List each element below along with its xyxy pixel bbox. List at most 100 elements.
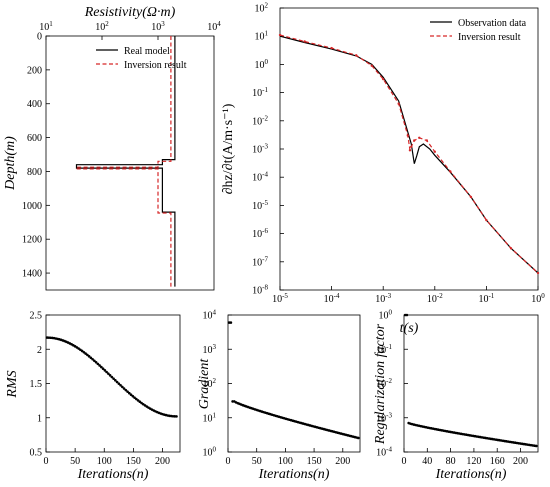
x-tick-label: 10-1 [478,292,494,305]
series-point [382,77,385,81]
series-point [410,145,413,148]
plot-frame [279,7,539,291]
data-point [175,415,178,418]
series-point [397,102,400,106]
y-tick-label: 200 [27,65,42,76]
series-point [418,136,421,139]
y-tick-label: 102 [255,2,269,15]
y-tick-label: 10-1 [376,343,392,356]
data-point [105,370,108,374]
y-tick-label: 2 [37,345,42,356]
y-tick-label: 1 [37,413,42,424]
data-point [84,352,87,355]
x-tick-label: 200 [155,456,170,467]
legend-label-1: Inversion result [124,60,187,71]
x-tick-label: 10-5 [272,292,288,305]
data-point [124,388,128,392]
series-point [469,195,473,199]
x-tick-label: 10-3 [375,292,391,305]
y-tick-label: 104 [203,309,217,322]
legend: Observation data Inversion result [430,18,527,43]
y-tick-label: 10-8 [252,284,268,297]
data-point [229,321,233,324]
series-point [408,149,412,152]
data-point [133,396,136,399]
y-axis-title: ∂hz/∂t(A/m·s⁻¹) [221,103,236,194]
panel-regularization: Iterations(n) Regularization factor 0 40 8… [373,309,539,482]
y-tick-label: 10-1 [252,86,268,99]
x-tick-label: 0 [226,456,231,467]
series-point [355,54,358,57]
series-point [509,247,513,250]
y-tick-label: 10-2 [376,377,392,390]
legend-label-0: Real model [124,46,170,57]
x-tick-label: 102 [95,20,109,33]
x-tick-label: 50 [252,456,262,467]
legend-label-1: Inversion result [458,32,521,43]
series-point [413,139,416,142]
series-point [449,170,452,173]
data-point [86,353,89,357]
panel-gradient: Iterations(n) Gradient 0 50 100 150 200 100 10… [197,309,361,482]
data-point [128,391,131,395]
y-tick-label: 101 [255,30,269,43]
x-tick-label: 150 [126,456,141,467]
y-tick-label: 2.5 [30,311,43,322]
data-point [119,383,122,387]
data-point [115,380,119,384]
series-point [303,40,306,43]
x-tick-label: 0 [44,456,49,467]
y-tick-label: 100 [255,58,269,71]
data-point [135,397,138,401]
x-tick-label: 103 [151,20,165,33]
y-tick-label: 10-3 [376,411,392,424]
series-group [75,36,176,287]
y-tick-label: 0 [37,32,42,43]
series-point [425,139,429,142]
plot-frame [403,314,539,453]
data-point [87,355,91,358]
y-tick-label: 101 [203,411,217,424]
y-tick-label: 400 [27,99,42,110]
series-group [278,33,540,275]
series-group [403,313,538,448]
y-tick-label: 1400 [22,269,42,280]
x-tick-label: 50 [70,456,80,467]
plot-frame [45,314,181,453]
x-tick-label: 100 [531,292,545,305]
x-tick-label: 101 [39,20,53,33]
series-line-1 [75,36,172,287]
y-tick-label: 1000 [22,201,42,212]
data-point [112,377,115,380]
series-line-1 [279,34,539,274]
data-point [129,393,133,397]
data-point [534,444,538,448]
x-tick-label: 150 [307,456,322,467]
y-tick-label: 10-4 [252,171,268,184]
x-tick-label: 80 [446,456,456,467]
x-tick-label: 40 [422,456,432,467]
series-point [536,271,540,275]
x-tick-label: 200 [513,456,528,467]
data-point [110,375,114,379]
x-axis-title: Iterations(n) [258,467,330,482]
data-point [121,385,124,389]
x-tick-label: 100 [278,456,293,467]
panel-depth-model: Resistivity(Ω·m) Depth(m) 101 102 103 104 0 2… [3,5,221,291]
y-axis-title: RMS [5,370,20,398]
data-point [405,313,409,317]
y-axis-title: Depth(m) [3,136,18,191]
x-axis-title: Iterations(n) [77,467,149,482]
series-point [278,33,282,37]
plot-frame [227,314,361,453]
axis-ticks: 101 102 103 104 0 200 400 600 800 1000 1200 1400 [22,20,221,280]
axis-ticks: 0 50 100 150 200 100 101 102 103 104 [203,309,351,468]
x-tick-label: 200 [335,456,350,467]
series-group [45,336,178,418]
x-axis-title: Iterations(n) [435,467,507,482]
y-tick-label: 600 [27,133,42,144]
x-tick-label: 10-4 [324,292,340,305]
data-point [122,387,126,390]
x-tick-label: 160 [490,456,505,467]
